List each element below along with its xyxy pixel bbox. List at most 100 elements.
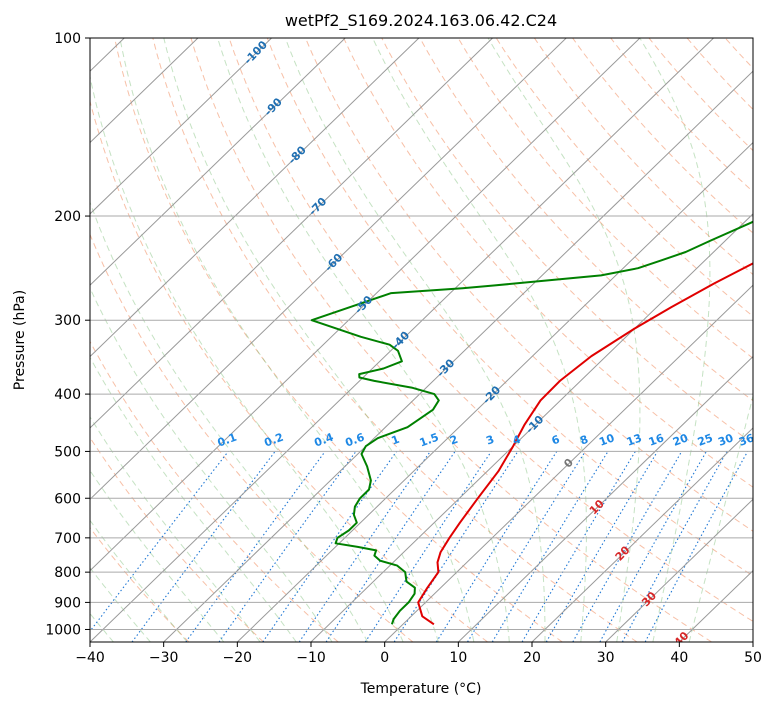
dry-adiabat-line xyxy=(90,340,339,642)
isotherm-line xyxy=(384,284,753,642)
isotherms xyxy=(90,38,753,642)
dry-adiabat-line xyxy=(152,38,638,642)
y-axis-title: Pressure (hPa) xyxy=(12,290,28,390)
moist-adiabat-line xyxy=(688,394,753,642)
moist-adiabat-line xyxy=(90,74,404,642)
isotherm-line xyxy=(605,498,753,642)
plot-area xyxy=(90,38,753,642)
isotherm-line xyxy=(90,38,567,500)
y-tick-label: 600 xyxy=(54,491,81,507)
x-tick-label: −30 xyxy=(149,650,179,666)
isobars xyxy=(90,38,753,630)
moist-adiabat-line xyxy=(284,38,546,642)
moist-adiabat-line xyxy=(90,415,261,642)
x-axis-title: Temperature (°C) xyxy=(360,681,482,697)
isotherm-line xyxy=(90,38,199,144)
moist-adiabat-line xyxy=(90,469,225,642)
mixing-ratio-label: 30 xyxy=(716,431,735,449)
mixing-ratio-label: 10 xyxy=(597,431,616,449)
mixing-ratio-label: 4 xyxy=(511,433,523,448)
moist-adiabat-line xyxy=(90,356,297,642)
mixing-ratio-label: 0.4 xyxy=(313,431,336,450)
x-tick-label: 10 xyxy=(449,650,467,666)
isotherm-line xyxy=(90,38,420,358)
moist-adiabat-line xyxy=(639,38,711,642)
mixing-ratio-label: 20 xyxy=(671,431,690,449)
dry-adiabat-line xyxy=(114,38,563,642)
mixing-ratio-line xyxy=(393,451,519,642)
moist-adiabat-line xyxy=(90,519,188,642)
y-tick-label: 700 xyxy=(54,531,81,547)
x-tick-label: −10 xyxy=(296,650,326,666)
isotherm-line xyxy=(90,38,714,642)
dry-adiabat-line xyxy=(419,38,753,402)
isotherm-line xyxy=(90,38,346,286)
y-tick-label: 400 xyxy=(54,387,81,403)
moist-adiabat-line xyxy=(217,38,510,642)
isotherm-line xyxy=(531,427,753,642)
mixing-ratio-label: 0.2 xyxy=(263,431,286,450)
isotherm-line xyxy=(90,38,272,215)
x-tick-label: 30 xyxy=(597,650,615,666)
x-tick-label: 20 xyxy=(523,650,541,666)
dry-adiabat-line xyxy=(190,38,712,642)
mixing-ratio-line xyxy=(90,451,229,633)
y-tick-label: 200 xyxy=(54,209,81,225)
mixing-ratio-line xyxy=(621,451,728,642)
mixing-ratio-label: 36 xyxy=(737,431,756,449)
mixing-ratio-line xyxy=(467,451,586,642)
y-tick-label: 500 xyxy=(54,444,81,460)
mixing-ratio-line xyxy=(325,451,456,642)
isotherm-line xyxy=(310,213,753,642)
mixing-ratio-label: 16 xyxy=(647,431,666,449)
mixing-ratio-line xyxy=(298,451,431,642)
mixing-ratio-line xyxy=(572,451,683,642)
y-tick-label: 800 xyxy=(54,565,81,581)
mixing-ratio-label: 1.5 xyxy=(418,431,441,450)
isotherm-line xyxy=(90,38,641,572)
moist-adiabat-line xyxy=(90,567,151,642)
mixing-ratio-lines xyxy=(90,451,749,642)
mixing-ratio-label: 3 xyxy=(484,433,496,448)
moist-adiabats xyxy=(90,38,753,642)
mixing-ratio-label: 8 xyxy=(578,433,590,448)
mixing-ratio-line xyxy=(218,451,357,642)
moist-adiabat-line xyxy=(90,287,333,642)
dry-adiabat-line xyxy=(228,38,753,622)
mixing-ratio-label: 1 xyxy=(390,433,402,448)
mixing-ratio-line xyxy=(262,451,398,642)
isotherm-line xyxy=(236,141,753,642)
y-tick-label: 1000 xyxy=(45,622,81,638)
mixing-ratio-label: 25 xyxy=(696,431,715,448)
y-tick-label: 300 xyxy=(54,313,81,329)
x-tick-label: 0 xyxy=(380,650,389,666)
mixing-ratio-label: 0.6 xyxy=(343,431,366,450)
moist-adiabat-line xyxy=(163,38,475,642)
mixing-ratio-label: 6 xyxy=(550,433,562,448)
profile-series xyxy=(310,220,753,626)
dry-adiabat-line xyxy=(90,99,488,642)
dry-adiabat-line xyxy=(266,38,753,577)
y-tick-label: 100 xyxy=(54,31,81,47)
moist-adiabat-line xyxy=(487,38,641,642)
mixing-ratio-line xyxy=(364,451,492,642)
isotherm-line xyxy=(163,70,753,642)
mixing-ratio-line xyxy=(599,451,707,642)
plot-frame xyxy=(89,37,754,643)
x-tick-label: 50 xyxy=(744,650,762,666)
moist-adiabat-line xyxy=(119,38,439,642)
dry-adiabat-line xyxy=(90,436,264,642)
mixing-ratio-label: 0.1 xyxy=(216,431,239,450)
mixing-ratio-label: 13 xyxy=(625,431,644,448)
isotherm-line xyxy=(90,38,493,429)
dewpoint-profile-line xyxy=(310,220,753,625)
dry-adiabat-line xyxy=(457,38,753,359)
axis-ticks: −40 −30 −20 −10 0 10 20 30 40 5010020030040050060… xyxy=(45,31,762,666)
dry-adiabat-line xyxy=(304,38,753,532)
x-tick-label: −40 xyxy=(75,650,105,666)
x-tick-label: 40 xyxy=(670,650,688,666)
x-tick-label: −20 xyxy=(223,650,253,666)
dry-adiabat-line xyxy=(495,38,753,317)
chart-title: wetPf2_S169.2024.163.06.42.C24 xyxy=(285,11,557,31)
